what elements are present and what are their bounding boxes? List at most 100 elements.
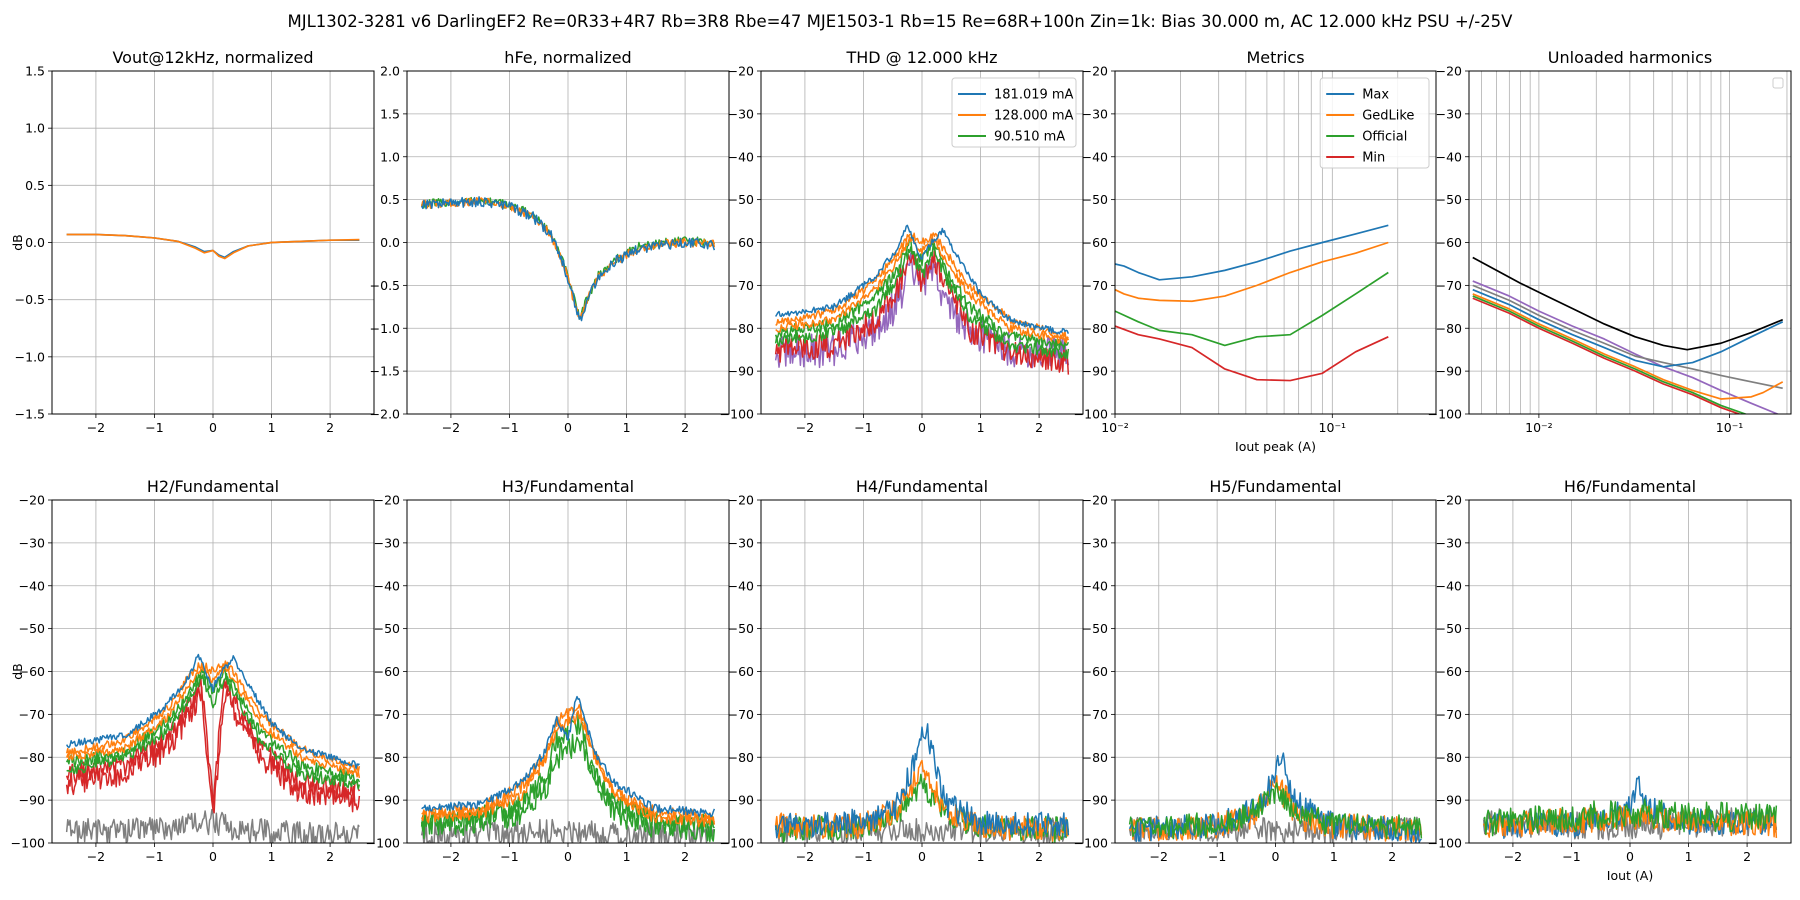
panel-h3: −2 −1 0 1 2 −100 −90 −80 −70 −60 −50 −40 −30 −20 H3/Fu… bbox=[366, 477, 730, 864]
panel-title: THD @ 12.000 kHz bbox=[845, 48, 997, 67]
y-tick-label: −100 bbox=[720, 407, 754, 422]
x-tick-label: 1 bbox=[268, 420, 276, 435]
x-tick-label: −1 bbox=[1562, 849, 1580, 864]
series-line-orange bbox=[1472, 293, 1784, 400]
x-tick-label: −1 bbox=[145, 420, 163, 435]
x-tick-label: 2 bbox=[1035, 849, 1043, 864]
x-tick-label: 1 bbox=[977, 849, 985, 864]
y-tick-label: −30 bbox=[1436, 535, 1462, 550]
x-tick-label: 10⁻¹ bbox=[1716, 420, 1744, 435]
y-tick-label: −30 bbox=[374, 535, 400, 550]
series-line-blue bbox=[420, 196, 716, 322]
y-tick-label: −30 bbox=[728, 106, 754, 121]
y-tick-label: −90 bbox=[1436, 793, 1462, 808]
x-tick-label: −2 bbox=[796, 420, 814, 435]
y-tick-label: −50 bbox=[19, 621, 45, 636]
y-tick-label: −80 bbox=[1082, 321, 1108, 336]
y-tick-label: −30 bbox=[19, 535, 45, 550]
axes-frame bbox=[1468, 70, 1792, 415]
x-tick-label: 2 bbox=[681, 420, 689, 435]
y-tick-label: −80 bbox=[19, 750, 45, 765]
series-line-green bbox=[1472, 295, 1748, 414]
y-tick-label: −90 bbox=[1082, 793, 1108, 808]
y-tick-label: −90 bbox=[728, 793, 754, 808]
y-tick-label: 0.0 bbox=[380, 235, 400, 250]
y-tick-label: −20 bbox=[1436, 493, 1462, 508]
axes-frame bbox=[1114, 499, 1437, 844]
y-tick-label: −100 bbox=[1074, 407, 1108, 422]
x-tick-label: 0 bbox=[209, 849, 217, 864]
series-line-green bbox=[1483, 798, 1778, 837]
y-tick-label: −100 bbox=[1428, 836, 1462, 851]
y-tick-label: −2.0 bbox=[370, 407, 400, 422]
x-tick-label: 1 bbox=[623, 420, 631, 435]
panel-title: H6/Fundamental bbox=[1564, 477, 1696, 496]
x-tick-label: 0 bbox=[918, 420, 926, 435]
series-line-black bbox=[1472, 256, 1784, 351]
y-tick-label: −80 bbox=[1082, 750, 1108, 765]
x-tick-label: 0 bbox=[564, 420, 572, 435]
legend-label: GedLike bbox=[1362, 109, 1414, 124]
legend-label: 128.000 mA bbox=[994, 109, 1074, 124]
legend-label: Max bbox=[1362, 88, 1389, 103]
y-tick-label: −40 bbox=[19, 578, 45, 593]
x-tick-label: −1 bbox=[854, 849, 872, 864]
x-tick-label: −1 bbox=[854, 420, 872, 435]
x-tick-label: 1 bbox=[1330, 849, 1338, 864]
y-tick-label: 1.5 bbox=[25, 64, 45, 79]
legend: Max GedLike Official Min bbox=[1319, 77, 1430, 169]
y-tick-label: −100 bbox=[1074, 836, 1108, 851]
y-tick-label: −70 bbox=[1082, 707, 1108, 722]
series-line-gray bbox=[420, 818, 715, 843]
y-tick-label: −50 bbox=[1436, 621, 1462, 636]
legend: 181.019 mA 128.000 mA 90.510 mA bbox=[951, 77, 1077, 148]
axes-frame bbox=[406, 70, 730, 415]
series-line-gray bbox=[65, 808, 360, 843]
y-tick-label: −70 bbox=[1436, 278, 1462, 293]
y-tick-label: −40 bbox=[728, 578, 754, 593]
y-tick-label: −80 bbox=[728, 750, 754, 765]
x-tick-label: 2 bbox=[326, 849, 334, 864]
x-tick-label: 1 bbox=[977, 420, 985, 435]
axes-frame bbox=[1114, 70, 1437, 415]
series-line-purple bbox=[1472, 280, 1780, 414]
x-tick-label: −2 bbox=[442, 849, 460, 864]
series-line-orange bbox=[66, 233, 360, 260]
y-tick-label: −60 bbox=[728, 664, 754, 679]
series-line-red bbox=[1472, 297, 1742, 414]
y-tick-label: −60 bbox=[1082, 235, 1108, 250]
panel-h5: −2 −1 0 1 2 −100 −90 −80 −70 −60 −50 −40 −30 −20 H5/Fu… bbox=[1074, 477, 1437, 864]
y-tick-label: −20 bbox=[1082, 493, 1108, 508]
y-tick-label: −1.0 bbox=[15, 349, 45, 364]
series-line-blue bbox=[775, 224, 1070, 335]
series-line-orange bbox=[774, 759, 1069, 842]
y-tick-label: −20 bbox=[1436, 64, 1462, 79]
x-tick-label: 1 bbox=[623, 849, 631, 864]
series-group bbox=[1128, 752, 1423, 843]
y-tick-label: −20 bbox=[1082, 64, 1108, 79]
series-line-red bbox=[1115, 325, 1389, 382]
legend-box bbox=[1772, 77, 1784, 89]
series-line-gray bbox=[1472, 284, 1783, 390]
panel-unloaded: 10⁻² 10⁻¹ −100 −90 −80 −70 −60 −50 −40 −30 −20 Unlo… bbox=[1428, 48, 1792, 435]
y-tick-label: −100 bbox=[1428, 407, 1462, 422]
panel-metrics: 10⁻² 10⁻¹ −100 −90 −80 −70 −60 −50 −40 −30 −20 Metr… bbox=[1074, 48, 1437, 454]
series-line-orange bbox=[65, 662, 361, 778]
series-group bbox=[420, 196, 716, 322]
series-line-green bbox=[420, 733, 716, 843]
y-tick-label: −70 bbox=[19, 707, 45, 722]
panel-title: H5/Fundamental bbox=[1209, 477, 1341, 496]
y-tick-label: −40 bbox=[1436, 149, 1462, 164]
x-tick-label: −2 bbox=[87, 849, 105, 864]
y-tick-label: −60 bbox=[374, 664, 400, 679]
y-tick-label: −20 bbox=[728, 64, 754, 79]
legend-label: 90.510 mA bbox=[994, 130, 1065, 145]
y-tick-label: 1.5 bbox=[380, 106, 400, 121]
y-tick-label: −20 bbox=[728, 493, 754, 508]
figure-suptitle: MJL1302-3281 v6 DarlingEF2 Re=0R33+4R7 R… bbox=[287, 12, 1513, 31]
y-tick-label: 0.5 bbox=[380, 192, 400, 207]
series-line-blue bbox=[1472, 288, 1784, 368]
y-tick-label: −90 bbox=[1082, 364, 1108, 379]
y-tick-label: −90 bbox=[1436, 364, 1462, 379]
